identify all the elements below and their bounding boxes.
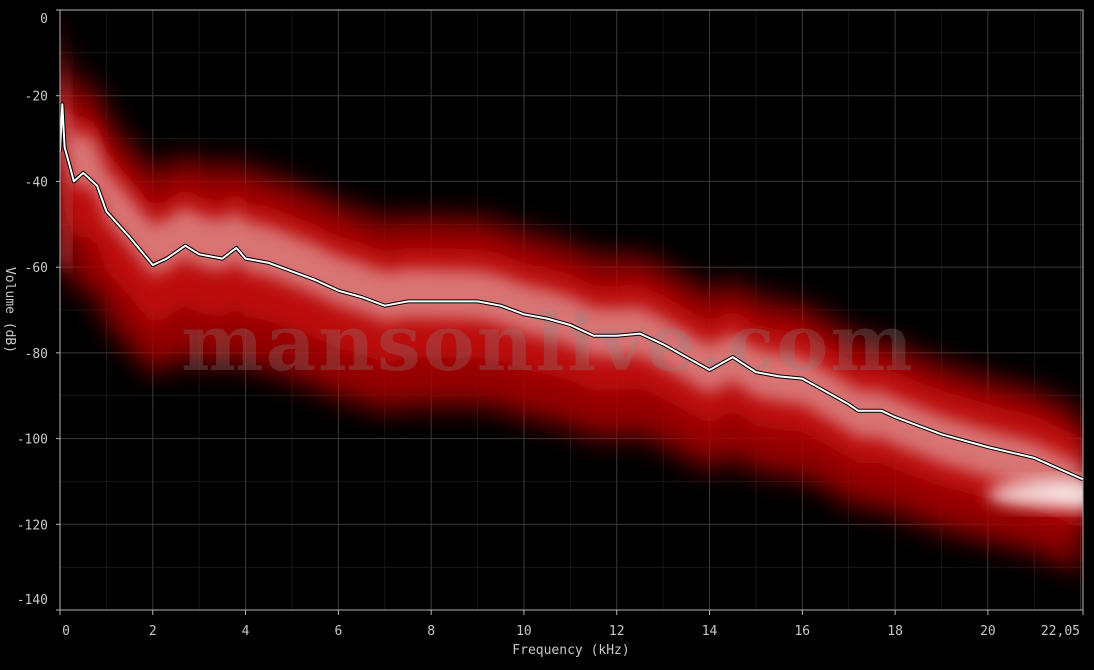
plot-border (59, 9, 1084, 611)
mean-line (60, 102, 1083, 482)
distribution-band (60, 10, 1083, 572)
x-tick-label: 10 (516, 624, 532, 639)
x-tick-label: 4 (242, 624, 250, 639)
y-tick-label: -60 (25, 261, 48, 276)
y-tick-label: -140 (17, 593, 48, 608)
x-tick-label: 6 (334, 624, 342, 639)
x-tick-label: 16 (794, 624, 810, 639)
x-tick-label: 8 (427, 624, 435, 639)
x-tick-label: 18 (887, 624, 903, 639)
x-tick-label: 0 (62, 624, 70, 639)
x-tick-label: 12 (609, 624, 625, 639)
mean-line-path (60, 103, 1083, 481)
x-tick-label: 20 (980, 624, 996, 639)
y-tick-label: 0 (40, 12, 48, 27)
y-tick-label: -100 (17, 433, 48, 448)
watermark: mansonlive.com (181, 298, 915, 389)
band-highlight (987, 480, 1083, 509)
y-tick-label: -40 (25, 175, 48, 190)
x-tick-label: 14 (702, 624, 718, 639)
y-tick-label: -80 (25, 347, 48, 362)
y-tick-label: -20 (25, 90, 48, 105)
x-tick-label: 22,05 (1041, 624, 1080, 639)
x-axis-label: Frequency (kHz) (512, 643, 629, 658)
y-axis-label: Volume (dB) (2, 267, 17, 353)
y-tick-label: -120 (17, 518, 48, 533)
axes: 0 -20 -40 -60 -80 -100 -120 -140 0 2 4 6 8 10 12 14 16 18… (17, 9, 1084, 639)
band-core (60, 61, 1083, 512)
x-tick-label: 2 (149, 624, 157, 639)
